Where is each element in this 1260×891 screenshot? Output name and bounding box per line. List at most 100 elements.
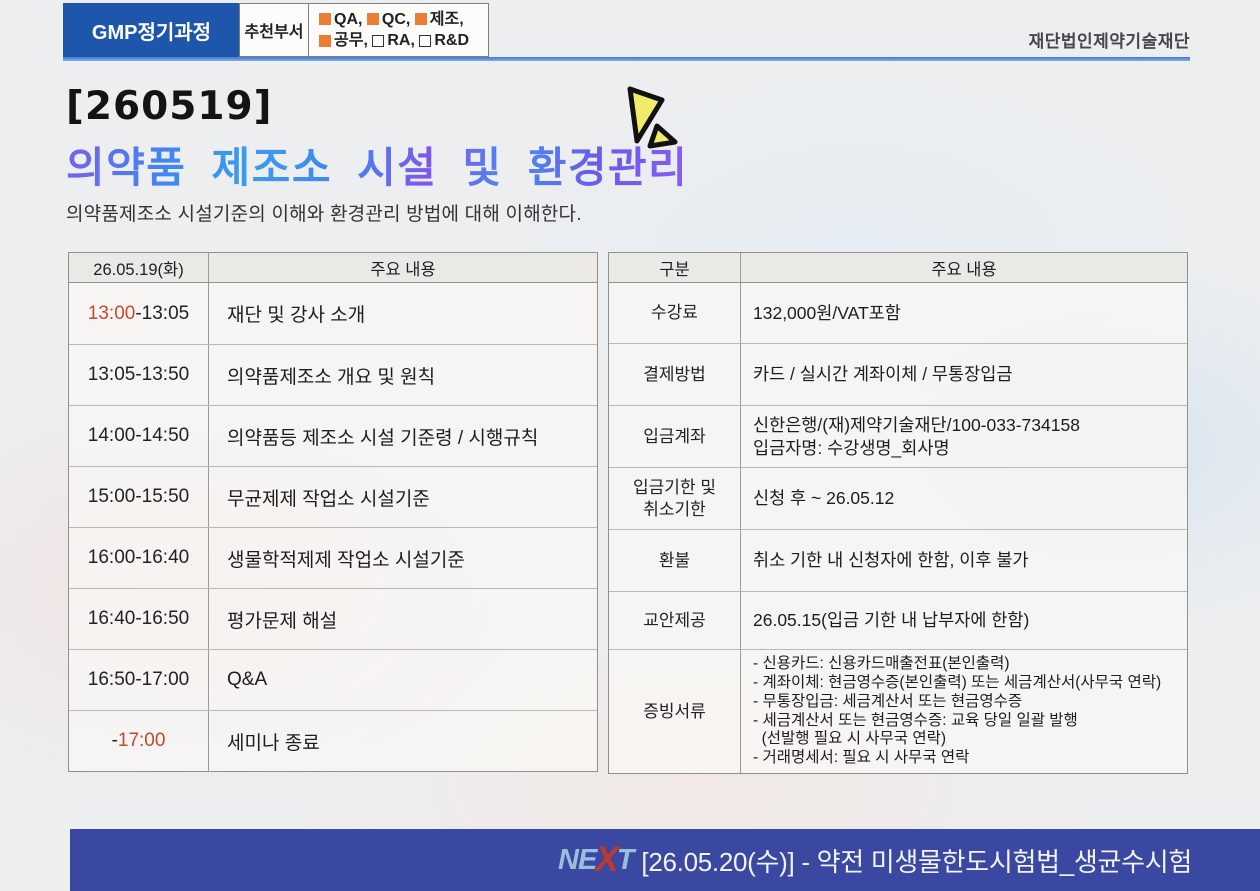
schedule-content-cell: 무균제제 작업소 시설기준: [227, 488, 430, 510]
info-content-cell: 26.05.15(입금 기한 내 납부자에 한함): [741, 592, 1187, 649]
info-content-line: 26.05.15(입금 기한 내 납부자에 한함): [753, 610, 1030, 631]
dept-name: RA,: [387, 32, 420, 49]
info-label-line: 교안제공: [643, 610, 706, 630]
schedule-time-cell: - 17:00: [69, 711, 209, 771]
filled-square-icon: [366, 13, 379, 26]
info-label-line: 입금기한 및: [633, 478, 716, 498]
time-text-red: 13:00: [87, 302, 136, 324]
info-label-cell: 교안제공: [609, 592, 741, 649]
info-label-line: 환불: [658, 550, 691, 570]
filled-square-icon: [319, 34, 331, 47]
schedule-content-cell: 세미나 종료: [227, 732, 320, 754]
info-content-cell: 카드 / 실시간 계좌이체 / 무통장입금: [741, 344, 1187, 405]
info-content-line: 입금자명: 수강생명_회사명: [753, 437, 950, 458]
info-content-cell: 취소 기한 내 신청자에 한함, 이후 불가: [741, 530, 1187, 591]
info-label-line: 입금계좌: [643, 426, 706, 446]
info-label-cell: 수강료: [609, 283, 741, 343]
info-content-line: - 세금계산서 또는 현금영수증: 교육 당일 일괄 발행: [753, 711, 1078, 729]
empty-square-icon: [372, 34, 385, 47]
dept-line: 공무, RA, R&D: [319, 30, 488, 51]
info-content-line: - 신용카드: 신용카드매출전표(본인출력): [753, 654, 1010, 672]
table-row: 결제방법 카드 / 실시간 계좌이체 / 무통장입금: [609, 343, 1187, 405]
schedule-time-cell: 14:00-14:50: [69, 406, 209, 466]
info-label-cell: 입금계좌: [609, 406, 741, 467]
time-text: 14:00-14:50: [87, 425, 190, 446]
next-logo-x: X: [595, 840, 618, 879]
table-row: 14:00-14:50 의약품등 제조소 시설 기준령 / 시행규칙: [69, 405, 597, 466]
info-label-cell: 결제방법: [609, 344, 741, 405]
info-label-cell: 환불: [609, 530, 741, 591]
schedule-time-cell: 16:00-16:40: [69, 528, 209, 588]
info-content-line: - 거래명세서: 필요 시 사무국 연락: [753, 749, 970, 767]
next-logo: NE X T: [558, 840, 635, 880]
dept-tags: QA, QC, 제조, 공무, RA, R&D: [308, 3, 489, 57]
organization-name: 재단법인제약기술재단: [1028, 32, 1190, 51]
table-row: 16:40-16:50 평가문제 해설: [69, 588, 597, 649]
info-label-line: 결제방법: [643, 364, 706, 384]
table-row: 13:00 -13:05 재단 및 강사 소개: [69, 283, 597, 344]
time-text: 16:50-17:00: [87, 669, 190, 690]
next-logo-ne: NE: [558, 843, 597, 876]
schedule-content-cell: Q&A: [227, 669, 268, 690]
table-row: 13:05-13:50 의약품제조소 개요 및 원칙: [69, 344, 597, 405]
schedule-date-header: 26.05.19(화): [69, 253, 209, 282]
schedule-time-cell: 15:00-15:50: [69, 467, 209, 527]
info-content-cell: - 신용카드: 신용카드매출전표(본인출력) - 계좌이체: 현금영수증(본인출력…: [741, 650, 1187, 773]
filled-square-icon: [414, 13, 427, 26]
table-row: 15:00-15:50 무균제제 작업소 시설기준: [69, 466, 597, 527]
time-text-red: 17:00: [117, 730, 166, 751]
info-content-line: 신한은행/(재)제약기술재단/100-033-734158: [753, 414, 1080, 435]
info-content-line: 취소 기한 내 신청자에 한함, 이후 불가: [753, 550, 1029, 571]
schedule-table-header: 26.05.19(화) 주요 내용: [69, 253, 597, 283]
info-content-cell: 신한은행/(재)제약기술재단/100-033-734158 입금자명: 수강생명_…: [741, 406, 1187, 467]
info-content-line: (선발행 필요 시 사무국 연락): [753, 730, 947, 748]
info-label-line: 수강료: [651, 303, 698, 323]
next-session-banner: NE X T [26.05.20(수)] - 약전 미생물한도시험법_생균수시험: [70, 829, 1260, 891]
dept-name: QA,: [334, 10, 367, 28]
schedule-time-cell: 16:50-17:00: [69, 650, 209, 710]
info-content-cell: 132,000원/VAT포함: [741, 283, 1187, 343]
schedule-table: 26.05.19(화) 주요 내용 13:00 -13:05 재단 및 강사 소개 1…: [68, 252, 598, 772]
table-row: 교안제공 26.05.15(입금 기한 내 납부자에 한함): [609, 591, 1187, 649]
next-session-text: [26.05.20(수)] - 약전 미생물한도시험법_생균수시험: [641, 846, 1192, 877]
next-logo-t: T: [616, 843, 635, 876]
page-subtitle: 의약품제조소 시설기준의 이해와 환경관리 방법에 대해 이해한다.: [66, 204, 582, 225]
dept-line: QA, QC, 제조,: [319, 9, 488, 30]
info-content-line: - 계좌이체: 현금영수증(본인출력) 또는 세금계산서(사무국 연락): [753, 673, 1162, 691]
time-text: -13:05: [135, 302, 190, 324]
info-content-line: - 무통장입금: 세금계산서 또는 현금영수증: [753, 692, 1023, 710]
info-category-header: 구분: [609, 253, 741, 282]
table-row: 수강료 132,000원/VAT포함: [609, 283, 1187, 343]
info-label-line: 취소기한: [643, 499, 706, 519]
time-text: 16:00-16:40: [87, 547, 190, 568]
dept-name: QC,: [381, 10, 415, 28]
table-row: 환불 취소 기한 내 신청자에 한함, 이후 불가: [609, 529, 1187, 591]
course-type-button[interactable]: GMP정기과정: [63, 3, 240, 57]
table-row: 16:50-17:00 Q&A: [69, 649, 597, 710]
sparkle-icon: [620, 86, 678, 159]
dept-name: R&D: [434, 32, 470, 49]
schedule-time-cell: 13:05-13:50: [69, 345, 209, 405]
info-label-line: 증빙서류: [643, 701, 706, 721]
info-content-line: 신청 후 ~ 26.05.12: [753, 488, 895, 509]
schedule-table-body: 13:00 -13:05 재단 및 강사 소개 13:05-13:50 의약품제조소 개…: [69, 283, 597, 771]
info-table-header: 구분 주요 내용: [609, 253, 1187, 283]
recommended-dept-label: 추천부서: [239, 3, 309, 57]
info-label-cell: 증빙서류: [609, 650, 741, 773]
schedule-content-cell: 의약품제조소 개요 및 원칙: [227, 366, 436, 388]
table-row: 16:00-16:40 생물학적제제 작업소 시설기준: [69, 527, 597, 588]
schedule-content-cell: 재단 및 강사 소개: [227, 305, 366, 326]
page-title: 의약품 제조소 시설 및 환경관리: [66, 134, 688, 195]
schedule-time-cell: 16:40-16:50: [69, 589, 209, 649]
schedule-content-cell: 평가문제 해설: [227, 610, 338, 632]
dept-name: 제조,: [429, 10, 464, 28]
info-content-line: 카드 / 실시간 계좌이체 / 무통장입금: [753, 364, 1013, 385]
course-code: [260519]: [66, 84, 273, 129]
filled-square-icon: [319, 13, 331, 26]
time-text: 15:00-15:50: [87, 486, 190, 507]
empty-square-icon: [419, 34, 432, 47]
dept-name: 공무,: [334, 32, 373, 49]
